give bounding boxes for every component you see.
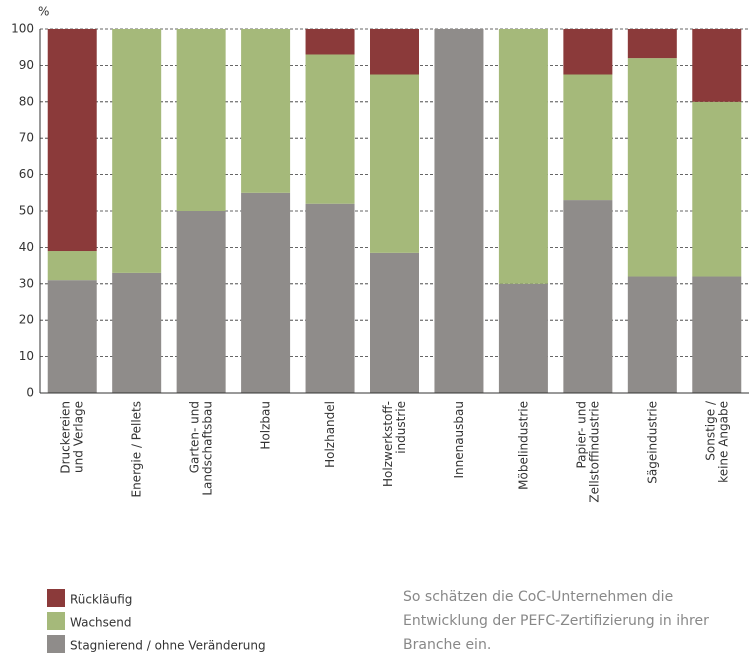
bar-segment <box>627 276 677 393</box>
bar-segment <box>176 211 226 393</box>
bar-segment <box>370 74 419 253</box>
bar-segment <box>627 58 677 277</box>
bar-segment <box>692 29 742 102</box>
x-tick-label-line: Sonstige / <box>703 400 717 461</box>
bar-segment <box>498 29 548 284</box>
x-tick-label-line: keine Angabe <box>716 401 730 483</box>
x-tick-label: Möbelindustrie <box>516 401 530 490</box>
x-tick-label-line: Druckereien <box>58 401 72 474</box>
legend-swatch <box>47 635 65 653</box>
bar-segment <box>305 203 355 393</box>
bar-segment <box>563 29 613 75</box>
y-tick-label: 20 <box>19 313 34 327</box>
y-tick-label: 80 <box>19 94 34 108</box>
y-tick-label: 100 <box>11 22 34 36</box>
x-tick-label: Druckereienund Verlage <box>58 401 85 474</box>
note: Branche ein. <box>403 637 491 653</box>
y-axis-label: % <box>38 5 49 19</box>
bar-segment <box>241 192 291 393</box>
x-tick-label-line: Holzwerkstoff- <box>381 401 395 487</box>
x-tick-label-line: Garten- und <box>187 401 201 473</box>
y-tick-label: 70 <box>19 131 34 145</box>
y-tick-label: 60 <box>19 167 34 181</box>
y-tick-label: 90 <box>19 58 34 72</box>
bar-segment <box>563 200 613 393</box>
note: So schätzen die CoC-Unternehmen die <box>403 589 673 605</box>
x-tick-label-line: Papier- und <box>574 401 588 469</box>
x-tick-label: Garten- undLandschaftsbau <box>187 401 214 496</box>
bar-segment <box>692 276 742 393</box>
bar-segment <box>627 29 677 59</box>
x-tick-label-line: und Verlage <box>71 401 85 473</box>
bar-segment <box>370 252 419 393</box>
x-tick-label-line: Landschaftsbau <box>200 401 214 496</box>
bar-segment <box>692 101 742 277</box>
x-tick-label: Sägeindustrie <box>645 401 659 484</box>
legend-label: Wachsend <box>70 616 132 630</box>
legend-swatch <box>47 589 65 607</box>
x-tick-label-line: Holzhandel <box>323 401 337 468</box>
bar-segment <box>241 29 291 193</box>
x-tick-label: Holzwerkstoff-industrie <box>381 401 408 487</box>
x-tick-label-line: Möbelindustrie <box>516 401 530 490</box>
bar-segment <box>305 29 355 55</box>
bar-segment <box>305 54 355 204</box>
bar-segment <box>47 280 97 393</box>
y-tick-label: 50 <box>19 204 34 218</box>
x-tick-label: Holzhandel <box>323 401 337 468</box>
y-tick-label: 0 <box>26 386 34 400</box>
x-tick-label: Sonstige /keine Angabe <box>703 400 730 483</box>
x-tick-label-line: industrie <box>394 401 408 454</box>
x-tick-label: Holzbau <box>258 401 272 450</box>
bar-segment <box>370 29 419 75</box>
bar-segment <box>176 29 226 211</box>
y-tick-label: 30 <box>19 276 34 290</box>
x-tick-label-line: Energie / Pellets <box>129 401 143 498</box>
bar-segment <box>47 251 97 281</box>
x-tick-label: Papier- undZellstoffindustrie <box>574 401 601 503</box>
x-tick-label-line: Holzbau <box>258 401 272 450</box>
bar-segment <box>112 272 162 393</box>
legend-swatch <box>47 612 65 630</box>
bar-segment <box>434 29 484 393</box>
y-tick-label: 40 <box>19 240 34 254</box>
legend-label: Rückläufig <box>70 593 132 607</box>
x-tick-label: Energie / Pellets <box>129 401 143 498</box>
bar-segment <box>563 74 613 201</box>
x-tick-label-line: Sägeindustrie <box>645 401 659 484</box>
x-tick-label-line: Zellstoffindustrie <box>587 401 601 503</box>
bar-segment <box>112 29 162 273</box>
note: Entwicklung der PEFC-Zertifizierung in i… <box>403 613 709 629</box>
x-tick-label-line: Innenausbau <box>451 401 465 479</box>
bar-segment <box>47 29 97 252</box>
x-tick-label: Innenausbau <box>451 401 465 479</box>
legend-label: Stagnierend / ohne Veränderung <box>70 639 266 653</box>
bar-segment <box>498 283 548 393</box>
y-tick-label: 10 <box>19 349 34 363</box>
